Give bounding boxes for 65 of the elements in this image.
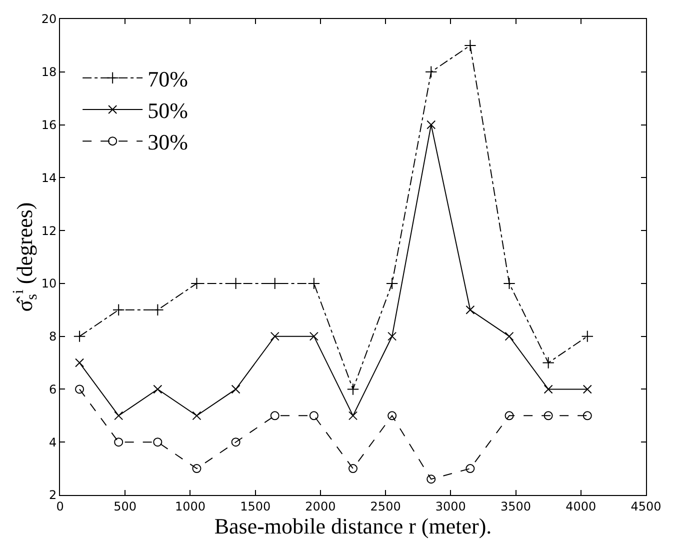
- legend-label: 50%: [148, 98, 188, 124]
- legend-label: 70%: [148, 66, 188, 92]
- y-tick-label: 14: [41, 170, 57, 185]
- y-tick-label: 4: [48, 435, 57, 450]
- y-tick-label: 16: [41, 118, 57, 132]
- point: [153, 384, 162, 394]
- y-tick-label: 10: [41, 276, 57, 291]
- point: [112, 304, 125, 316]
- point: [309, 332, 318, 341]
- point: [464, 39, 476, 52]
- point: [192, 411, 202, 420]
- point: [388, 332, 397, 341]
- y-tick-label: 6: [48, 382, 57, 396]
- x-tick-label: 4000: [566, 499, 596, 514]
- point: [504, 411, 514, 420]
- y-tick-label: 2: [48, 488, 57, 502]
- point: [504, 332, 514, 341]
- y-tick-label: 20: [41, 12, 57, 26]
- point: [544, 411, 553, 420]
- point: [542, 356, 554, 369]
- point: [270, 332, 280, 341]
- point: [308, 277, 320, 290]
- x-tick-label: 0: [56, 499, 64, 514]
- point: [152, 304, 164, 316]
- x-tick-label: 3000: [435, 499, 466, 514]
- point: [73, 330, 86, 342]
- point: [581, 330, 594, 342]
- point: [114, 411, 124, 420]
- point: [231, 438, 240, 447]
- point: [309, 411, 318, 420]
- point: [268, 277, 281, 290]
- point: [75, 384, 84, 394]
- x-tick-label: 2000: [305, 499, 336, 514]
- point: [388, 411, 397, 420]
- x-tick-label: 4500: [630, 499, 662, 514]
- point: [425, 66, 438, 78]
- y-tick-label: 18: [41, 65, 57, 80]
- point: [426, 120, 436, 130]
- point: [466, 305, 475, 314]
- y-tick-label: 8: [48, 330, 57, 344]
- point: [544, 384, 553, 394]
- point: [426, 474, 436, 484]
- x-tick-label: 2500: [370, 499, 401, 514]
- point: [75, 358, 84, 368]
- y-tick-label: 12: [41, 224, 57, 238]
- point: [466, 464, 475, 474]
- point: [231, 384, 240, 394]
- point: [386, 277, 398, 290]
- point: [192, 464, 202, 474]
- x-tick-label: 3500: [500, 499, 532, 514]
- point: [346, 383, 360, 396]
- point: [190, 277, 203, 290]
- point: [153, 438, 162, 447]
- point: [582, 384, 592, 394]
- point: [114, 438, 124, 447]
- legend-label: 30%: [148, 130, 188, 155]
- point: [348, 464, 358, 474]
- point: [582, 411, 592, 420]
- x-tick-label: 1500: [240, 499, 271, 514]
- point: [348, 411, 358, 420]
- point: [503, 277, 516, 290]
- x-axis-title: Base-mobile distance r (meter).: [214, 513, 492, 538]
- x-tick-label: 500: [114, 499, 137, 514]
- x-tick-label: 1000: [174, 499, 206, 514]
- point: [270, 411, 280, 420]
